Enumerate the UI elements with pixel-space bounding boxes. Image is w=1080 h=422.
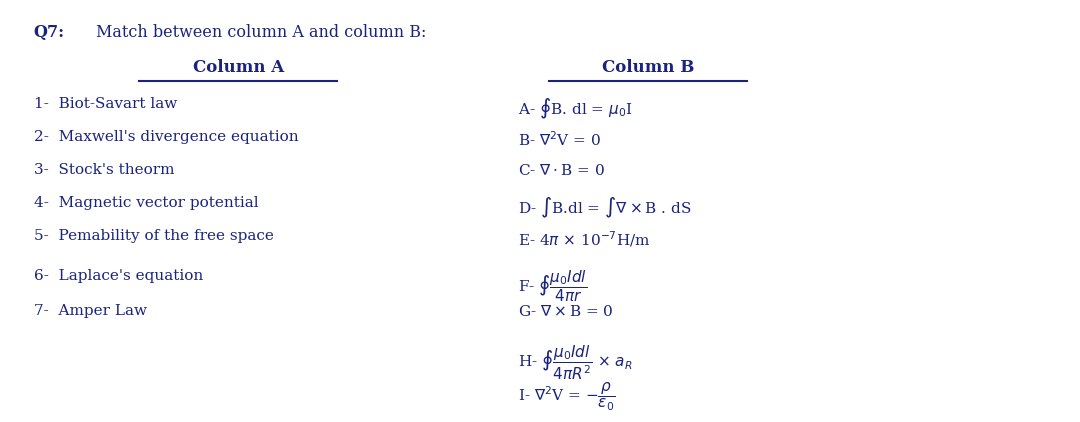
Text: 4-  Magnetic vector potential: 4- Magnetic vector potential [33, 196, 258, 210]
Text: B- $\nabla^2$V = 0: B- $\nabla^2$V = 0 [518, 130, 602, 149]
Text: 6-  Laplace's equation: 6- Laplace's equation [33, 269, 203, 283]
Text: Column B: Column B [602, 59, 694, 76]
Text: 7-  Amper Law: 7- Amper Law [33, 304, 147, 318]
Text: Match between column A and column B:: Match between column A and column B: [96, 24, 427, 41]
Text: F- $\oint\dfrac{\mu_0 Idl}{4\pi r}$: F- $\oint\dfrac{\mu_0 Idl}{4\pi r}$ [518, 269, 588, 304]
Text: A- $\oint$B. dl = $\mu_0$I: A- $\oint$B. dl = $\mu_0$I [518, 97, 633, 121]
Text: E- 4$\pi$ $\times$ 10$^{-7}$H/m: E- 4$\pi$ $\times$ 10$^{-7}$H/m [518, 229, 651, 249]
Text: H- $\oint\dfrac{\mu_0 Idl}{4\pi R^2}$ $\times$ $a_R$: H- $\oint\dfrac{\mu_0 Idl}{4\pi R^2}$ $\… [518, 343, 633, 382]
Text: 5-  Pemability of the free space: 5- Pemability of the free space [33, 229, 273, 243]
Text: D- $\int$B.dl = $\int\nabla\times$B . dS: D- $\int$B.dl = $\int\nabla\times$B . dS [518, 196, 692, 220]
Text: Column A: Column A [192, 59, 284, 76]
Text: Q7:: Q7: [33, 24, 65, 41]
Text: 1-  Biot-Savart law: 1- Biot-Savart law [33, 97, 177, 111]
Text: C- $\nabla\cdot$B = 0: C- $\nabla\cdot$B = 0 [518, 163, 606, 178]
Text: 3-  Stock's theorm: 3- Stock's theorm [33, 163, 174, 177]
Text: I- $\nabla^2$V = $-\dfrac{\rho}{\varepsilon_0}$: I- $\nabla^2$V = $-\dfrac{\rho}{\varepsi… [518, 381, 616, 413]
Text: G- $\nabla\times$B = 0: G- $\nabla\times$B = 0 [518, 304, 613, 319]
Text: 2-  Maxwell's divergence equation: 2- Maxwell's divergence equation [33, 130, 298, 144]
